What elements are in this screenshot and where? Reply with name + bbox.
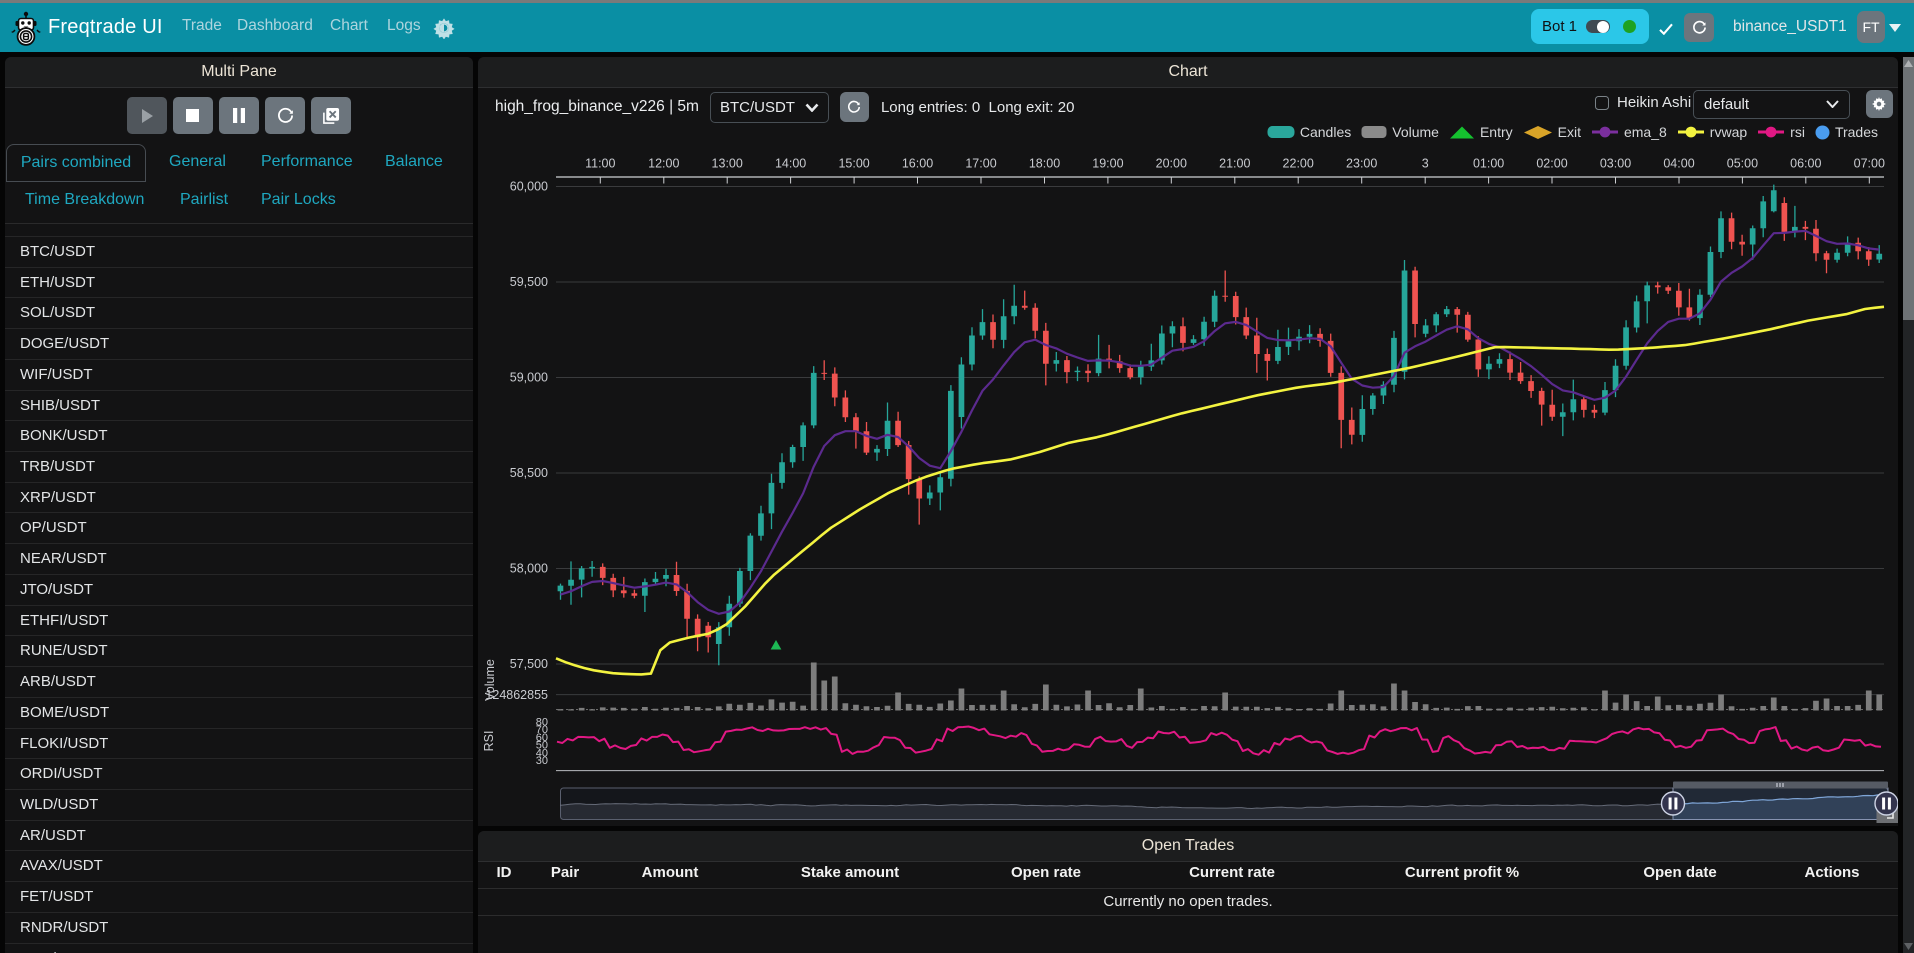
svg-text:60: 60	[536, 732, 548, 744]
svg-text:40: 40	[536, 747, 548, 759]
svg-text:13:00: 13:00	[712, 157, 743, 171]
svg-text:17:00: 17:00	[965, 157, 996, 171]
svg-text:57,500: 57,500	[510, 657, 548, 671]
svg-text:18:00: 18:00	[1029, 157, 1060, 171]
svg-text:80: 80	[536, 716, 548, 728]
svg-text:14:00: 14:00	[775, 157, 806, 171]
svg-text:60,000: 60,000	[510, 180, 548, 194]
svg-text:30: 30	[536, 755, 548, 767]
svg-text:RSI: RSI	[482, 731, 496, 752]
svg-text:23:00: 23:00	[1346, 157, 1377, 171]
svg-text:19:00: 19:00	[1092, 157, 1123, 171]
svg-text:15:00: 15:00	[838, 157, 869, 171]
svg-text:58,500: 58,500	[510, 466, 548, 480]
svg-text:16:00: 16:00	[902, 157, 933, 171]
svg-text:01:00: 01:00	[1473, 157, 1504, 171]
svg-text:58,000: 58,000	[510, 562, 548, 576]
svg-text:70: 70	[536, 724, 548, 736]
svg-text:50: 50	[536, 740, 548, 752]
svg-text:22:00: 22:00	[1283, 157, 1314, 171]
svg-text:11:00: 11:00	[585, 157, 615, 171]
svg-text:3: 3	[1422, 157, 1429, 171]
svg-text:20:00: 20:00	[1156, 157, 1187, 171]
svg-text:04:00: 04:00	[1663, 157, 1694, 171]
svg-text:59,500: 59,500	[510, 275, 548, 289]
svg-text:Volume: Volume	[483, 659, 497, 701]
svg-text:07:00: 07:00	[1854, 157, 1885, 171]
svg-text:05:00: 05:00	[1727, 157, 1758, 171]
svg-text:124862855: 124862855	[485, 688, 548, 702]
svg-text:21:00: 21:00	[1219, 157, 1250, 171]
svg-text:06:00: 06:00	[1790, 157, 1821, 171]
svg-text:12:00: 12:00	[648, 157, 679, 171]
svg-text:03:00: 03:00	[1600, 157, 1631, 171]
svg-text:59,000: 59,000	[510, 371, 548, 385]
svg-text:02:00: 02:00	[1536, 157, 1567, 171]
